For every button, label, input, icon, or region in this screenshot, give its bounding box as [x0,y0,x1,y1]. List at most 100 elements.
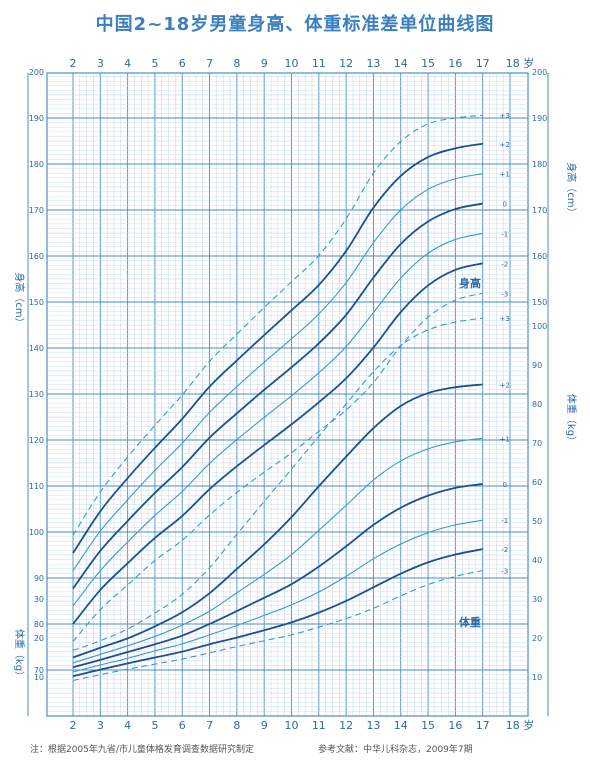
y-tick-label-weight-right: 80 [532,400,542,409]
height-sd-label: 0 [502,201,506,209]
weight-sd-label: 0 [502,481,506,489]
x-tick-label: 11 [312,719,326,732]
y-tick-label-height-left: 110 [29,482,44,491]
x-tick-label: 18 岁 [506,56,535,70]
height-curve-plus1 [72,173,483,571]
x-tick-label: 6 [179,719,186,732]
y-tick-label-height-left: 200 [29,68,44,77]
y-tick-label-height-right: 200 [532,68,547,77]
weight-curve-minus2 [72,548,483,678]
y-tick-label-height-left: 140 [29,344,44,353]
y-tick-label-height-left: 70 [34,666,44,675]
height-sd-label: -2 [501,260,508,268]
x-tick-label: 16 [448,57,462,70]
weight-curve-minus3 [72,569,483,682]
x-tick-label: 10 [285,719,299,732]
y-tick-label-height-left: 130 [29,390,44,399]
y-tick-label-height-left: 170 [29,206,44,215]
x-tick-label: 17 [476,57,490,70]
x-tick-label: 16 [448,719,462,732]
grid [27,72,549,717]
y-tick-label-weight-left: 20 [34,634,44,643]
y-tick-label-height-left: 160 [29,252,44,261]
y-tick-label-weight-right: 100 [532,322,547,331]
y-tick-label-height-right: 170 [532,206,547,215]
weight-curve-minus1 [72,519,483,673]
height-sd-label: -3 [501,290,508,298]
height-sd-label: +2 [500,141,510,149]
weight-section-label: 体重 [459,615,481,629]
x-tick-label: 5 [151,719,158,732]
y-tick-label-weight-right: 50 [532,517,542,526]
plot-frame [46,72,529,717]
weight-sd-label: +2 [500,382,510,390]
weight-sd-label: -3 [501,568,508,576]
x-tick-label: 12 [339,719,353,732]
x-tick-label: 13 [366,719,380,732]
x-tick-label: 7 [206,719,213,732]
weight-sd-label: +3 [500,315,510,323]
x-tick-label: 8 [233,719,240,732]
height-sd-label: +3 [500,112,510,120]
growth-curves [72,114,483,682]
y-axis-title-weight: 体重（kg） [13,629,26,681]
footer-reference: 参考文献：中华儿科杂志，2009年7期 [318,745,473,755]
x-tick-label: 7 [206,57,213,70]
x-tick-label: 6 [179,57,186,70]
y-tick-label-weight-left: 10 [34,673,44,682]
height-section-label: 身高 [459,276,481,290]
curve-labels: +3 +2 +1 0 -1 -2 -3 +3 +2 +1 0 -1 -2 -3 [500,112,510,575]
y-tick-label-height-right: 180 [532,160,547,169]
x-tick-label: 11 [312,57,326,70]
x-tick-label: 2 [70,57,77,70]
height-curve-minus2 [72,262,483,625]
x-tick-label: 17 [476,719,490,732]
y-axis-title-weight-right: 体重（kg） [565,394,578,446]
x-tick-label: 9 [261,719,268,732]
y-tick-label-weight-right: 30 [532,595,542,604]
height-sd-label: -1 [501,230,508,238]
x-tick-label: 12 [339,57,353,70]
height-sd-label: +1 [500,171,510,179]
y-tick-label-height-right: 190 [532,114,547,123]
x-tick-label: 5 [151,57,158,70]
y-tick-label-weight-right: 60 [532,478,542,487]
x-tick-label: 9 [261,57,268,70]
weight-curve-plus2 [72,383,483,659]
height-curve-minus3 [72,292,483,642]
x-tick-label: 2 [70,719,77,732]
x-tick-label: 15 [421,719,435,732]
x-tick-label: 15 [421,57,435,70]
weight-curve-plus1 [72,437,483,664]
x-tick-label: 3 [97,57,104,70]
chart-title: 中国2~18岁男童身高、体重标准差单位曲线图 [95,14,495,35]
weight-curve-plus3 [72,317,483,651]
weight-curve-0 [72,483,483,669]
height-curve-0 [72,202,483,590]
y-tick-label-height-left: 120 [29,436,44,445]
footer-note: 注：根据2005年九省/市儿童体格发育调查数据研究制定 [30,745,254,755]
y-tick-label-weight-right: 70 [532,439,542,448]
y-tick-label-weight-right: 40 [532,556,542,565]
y-tick-label-height-right: 160 [532,252,547,261]
y-tick-label-height-left: 190 [29,114,44,123]
weight-sd-label: -1 [501,517,508,525]
y-tick-label-height-left: 150 [29,298,44,307]
y-tick-label-weight-left: 30 [34,595,44,604]
x-tick-label: 18 岁 [506,718,535,732]
x-tick-label: 8 [233,57,240,70]
y-tick-label-weight-right: 10 [532,673,542,682]
x-tick-label: 3 [97,719,104,732]
x-tick-label: 13 [366,57,380,70]
y-tick-label-height-left: 100 [29,528,44,537]
x-tick-label: 14 [394,57,408,70]
height-curve-plus3 [72,114,483,536]
x-tick-label: 4 [124,719,131,732]
y-tick-label-height-left: 90 [34,574,44,583]
axes: 2 2 3 3 4 4 5 5 6 6 7 7 8 8 9 9 10 10 11 11 12 12 13 13 14 14 15 15… [13,56,578,732]
height-curve-plus2 [72,142,483,554]
x-tick-label: 4 [124,57,131,70]
x-tick-label: 14 [394,719,408,732]
x-tick-label: 10 [285,57,299,70]
